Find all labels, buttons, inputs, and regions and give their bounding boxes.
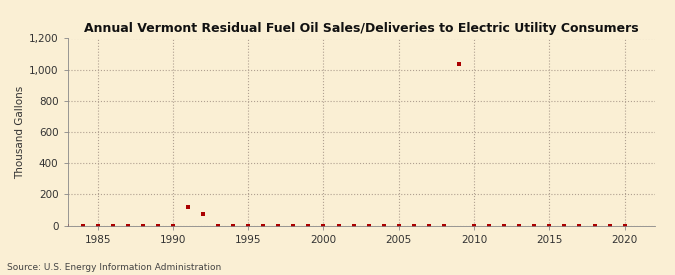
Y-axis label: Thousand Gallons: Thousand Gallons bbox=[15, 85, 25, 179]
Text: Source: U.S. Energy Information Administration: Source: U.S. Energy Information Administ… bbox=[7, 263, 221, 272]
Title: Annual Vermont Residual Fuel Oil Sales/Deliveries to Electric Utility Consumers: Annual Vermont Residual Fuel Oil Sales/D… bbox=[84, 21, 639, 35]
